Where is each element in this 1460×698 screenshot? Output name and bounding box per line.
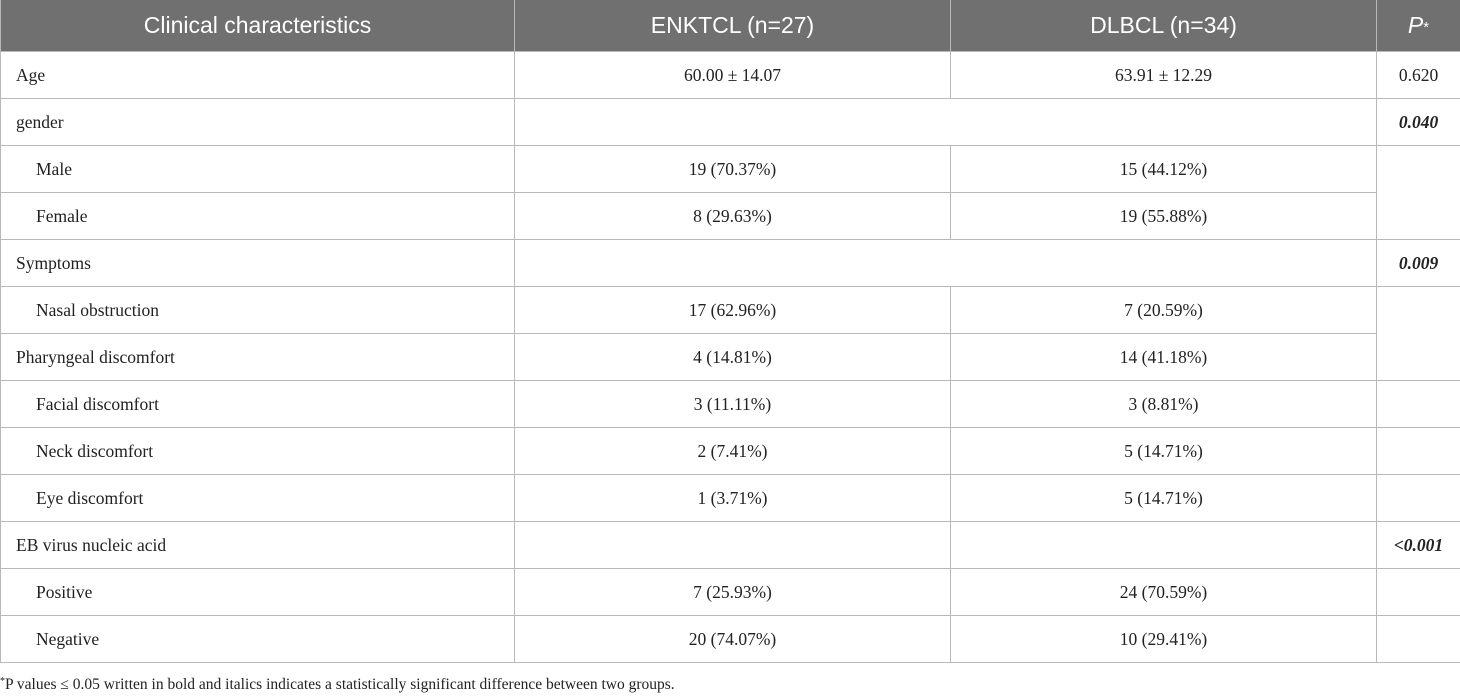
row-label: Negative — [0, 615, 515, 663]
cell-dlbcl: 24 (70.59%) — [950, 568, 1377, 616]
clinical-characteristics-table: Clinical characteristics ENKTCL (n=27) D… — [0, 0, 1460, 663]
row-label: gender — [0, 98, 515, 146]
cell-p-value: 0.040 — [1376, 98, 1460, 146]
row-label: Age — [0, 51, 515, 99]
cell-dlbcl: 15 (44.12%) — [950, 145, 1377, 193]
cell-enktcl: 17 (62.96%) — [514, 286, 951, 334]
cell-enktcl: 8 (29.63%) — [514, 192, 951, 240]
table-row: Pharyngeal discomfort 4 (14.81%) 14 (41.… — [0, 333, 1460, 381]
row-label: Facial discomfort — [0, 380, 515, 428]
header-dlbcl: DLBCL (n=34) — [950, 0, 1377, 52]
cell-dlbcl: 3 (8.81%) — [950, 380, 1377, 428]
header-enktcl: ENKTCL (n=27) — [514, 0, 951, 52]
cell-p-value: 0.009 — [1376, 239, 1460, 287]
header-p-mark: * — [1423, 19, 1430, 36]
cell-enktcl: 3 (11.11%) — [514, 380, 951, 428]
cell-enktcl: 20 (74.07%) — [514, 615, 951, 663]
cell-p-empty — [1376, 380, 1460, 428]
cell-enktcl: 2 (7.41%) — [514, 427, 951, 475]
table-row: Age 60.00 ± 14.07 63.91 ± 12.29 0.620 — [0, 51, 1460, 99]
table-row: Neck discomfort 2 (7.41%) 5 (14.71%) — [0, 427, 1460, 475]
table-row: Facial discomfort 3 (11.11%) 3 (8.81%) — [0, 380, 1460, 428]
cell-empty — [514, 521, 951, 569]
cell-empty — [950, 521, 1377, 569]
table-row: Symptoms 0.009 — [0, 239, 1460, 287]
table-header-row: Clinical characteristics ENKTCL (n=27) D… — [0, 0, 1460, 52]
row-label: Male — [0, 145, 515, 193]
row-label: Nasal obstruction — [0, 286, 515, 334]
cell-p-empty — [1376, 145, 1460, 240]
cell-dlbcl: 14 (41.18%) — [950, 333, 1377, 381]
cell-p-empty — [1376, 615, 1460, 663]
table-row: Male 19 (70.37%) 15 (44.12%) — [0, 145, 1460, 240]
header-p-value: P* — [1376, 0, 1460, 52]
cell-enktcl: 1 (3.71%) — [514, 474, 951, 522]
row-label: Female — [0, 192, 515, 240]
row-label: EB virus nucleic acid — [0, 521, 515, 569]
table-row: Eye discomfort 1 (3.71%) 5 (14.71%) — [0, 474, 1460, 522]
cell-p-empty — [1376, 474, 1460, 522]
cell-dlbcl: 5 (14.71%) — [950, 474, 1377, 522]
footnote-mark: * — [0, 676, 5, 687]
cell-p-value: 0.620 — [1376, 51, 1460, 99]
table-footnote: *P values ≤ 0.05 written in bold and ita… — [0, 676, 675, 694]
row-label: Positive — [0, 568, 515, 616]
cell-dlbcl: 7 (20.59%) — [950, 286, 1377, 334]
header-characteristics: Clinical characteristics — [0, 0, 515, 52]
cell-enktcl: 4 (14.81%) — [514, 333, 951, 381]
cell-enktcl: 60.00 ± 14.07 — [514, 51, 951, 99]
cell-p-empty — [1376, 286, 1460, 381]
footnote-text: P values ≤ 0.05 written in bold and ital… — [5, 676, 675, 693]
table-row: Positive 7 (25.93%) 24 (70.59%) — [0, 568, 1460, 616]
cell-dlbcl: 63.91 ± 12.29 — [950, 51, 1377, 99]
cell-empty — [514, 98, 1377, 146]
cell-enktcl: 7 (25.93%) — [514, 568, 951, 616]
cell-empty — [514, 239, 1377, 287]
cell-p-empty — [1376, 427, 1460, 475]
table-row: EB virus nucleic acid <0.001 — [0, 521, 1460, 569]
cell-dlbcl: 10 (29.41%) — [950, 615, 1377, 663]
header-p-label: P — [1407, 12, 1424, 38]
row-label: Symptoms — [0, 239, 515, 287]
table-row: Negative 20 (74.07%) 10 (29.41%) — [0, 615, 1460, 663]
cell-dlbcl: 5 (14.71%) — [950, 427, 1377, 475]
row-label: Pharyngeal discomfort — [0, 333, 515, 381]
cell-enktcl: 19 (70.37%) — [514, 145, 951, 193]
cell-p-value: <0.001 — [1376, 521, 1460, 569]
cell-p-empty — [1376, 568, 1460, 616]
row-label: Neck discomfort — [0, 427, 515, 475]
table-row: Nasal obstruction 17 (62.96%) 7 (20.59%) — [0, 286, 1460, 381]
row-label: Eye discomfort — [0, 474, 515, 522]
cell-dlbcl: 19 (55.88%) — [950, 192, 1377, 240]
table-row: gender 0.040 — [0, 98, 1460, 146]
table-row: Female 8 (29.63%) 19 (55.88%) — [0, 192, 1460, 240]
